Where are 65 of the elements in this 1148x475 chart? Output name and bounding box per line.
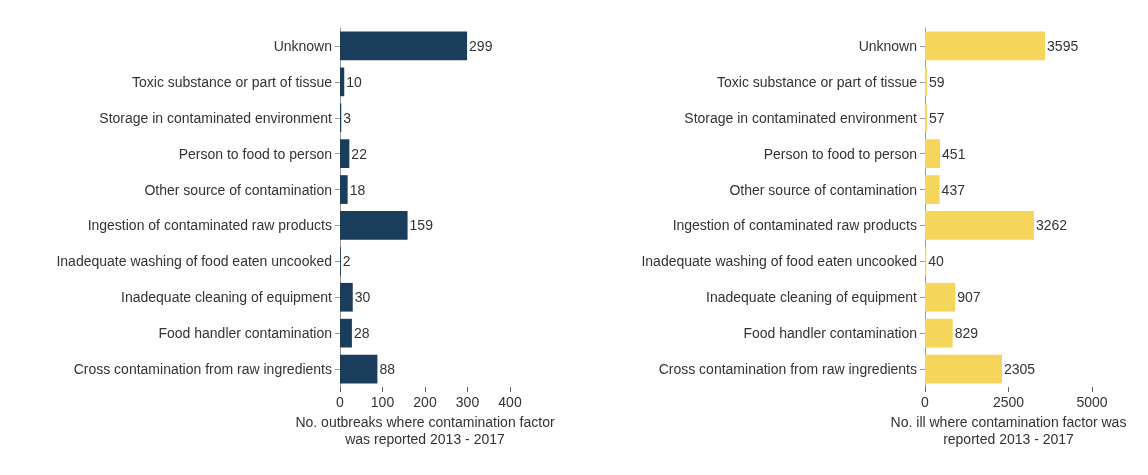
x-tick-label: 2500 — [992, 394, 1025, 410]
y-tick-label: Cross contamination from raw ingredients — [73, 361, 332, 378]
x-tick-label: 100 — [370, 394, 395, 410]
bar — [925, 175, 940, 204]
y-tick-label: Inadequate cleaning of equipment — [706, 289, 918, 306]
y-tick-label: Storage in contaminated environment — [684, 109, 918, 126]
data-label: 40 — [928, 253, 945, 270]
data-label: 829 — [954, 325, 979, 342]
data-label: 28 — [353, 325, 370, 342]
data-label: 22 — [351, 145, 368, 162]
data-label: 159 — [409, 217, 434, 234]
data-label: 3262 — [1035, 217, 1068, 234]
bar — [340, 318, 352, 348]
data-label: 437 — [941, 181, 966, 198]
y-tick-label: Other source of contamination — [729, 181, 917, 198]
x-tick-label: 300 — [455, 394, 480, 410]
data-label: 907 — [957, 289, 981, 306]
x-tick-label: 0 — [336, 394, 345, 410]
x-tick-label: 400 — [498, 394, 522, 410]
data-label: 451 — [942, 145, 966, 162]
bar — [925, 31, 1046, 61]
bar — [925, 354, 1002, 384]
y-tick-label: Cross contamination from raw ingredients — [658, 361, 917, 378]
y-tick-label: Inadequate cleaning of equipment — [121, 289, 333, 306]
x-tick-label: 5000 — [1076, 394, 1108, 410]
data-label: 3 — [343, 109, 352, 126]
data-label: 30 — [354, 289, 371, 306]
y-tick-label: Person to food to person — [763, 145, 917, 162]
y-tick-label: Person to food to person — [178, 145, 332, 162]
y-tick-label: Other source of contamination — [144, 181, 332, 198]
bar — [340, 67, 345, 97]
data-label: 3595 — [1047, 37, 1079, 54]
y-tick-label: Food handler contamination — [743, 325, 917, 342]
bar — [340, 282, 353, 312]
data-label: 57 — [928, 109, 945, 126]
x-tick-label: 200 — [413, 394, 437, 410]
bar — [925, 318, 953, 348]
bar — [340, 175, 348, 204]
y-tick-label: Toxic substance or part of tissue — [717, 73, 918, 90]
data-label: 18 — [349, 181, 366, 198]
x-axis-title: No. outbreaks where contamination factor was reported 2013 - 2017 — [295, 414, 555, 448]
data-label: 59 — [928, 73, 945, 90]
y-tick-label: Unknown — [858, 37, 917, 54]
x-axis-title: No. ill where contamination factor was reported 2013 - 2017 — [890, 414, 1127, 448]
bar — [925, 282, 956, 312]
bar — [340, 139, 350, 169]
x-tick-label: 0 — [921, 394, 930, 410]
y-tick-label: Ingestion of contaminated raw products — [672, 217, 917, 234]
bar — [340, 31, 468, 61]
y-tick-label: Unknown — [273, 37, 332, 54]
y-tick-label: Storage in contaminated environment — [99, 109, 333, 126]
bar — [340, 211, 408, 240]
y-tick-label: Food handler contamination — [158, 325, 332, 342]
y-tick-label: Ingestion of contaminated raw products — [87, 217, 332, 234]
bar — [925, 139, 941, 169]
bar — [340, 354, 378, 384]
data-label: 88 — [379, 361, 396, 378]
bar — [925, 211, 1034, 240]
y-tick-label: Inadequate washing of food eaten uncooked — [641, 253, 917, 270]
y-tick-label: Toxic substance or part of tissue — [132, 73, 333, 90]
data-label: 2305 — [1003, 361, 1036, 378]
data-label: 299 — [469, 37, 493, 54]
data-label: 2 — [342, 253, 351, 270]
y-tick-label: Inadequate washing of food eaten uncooked — [56, 253, 332, 270]
data-label: 10 — [346, 73, 363, 90]
